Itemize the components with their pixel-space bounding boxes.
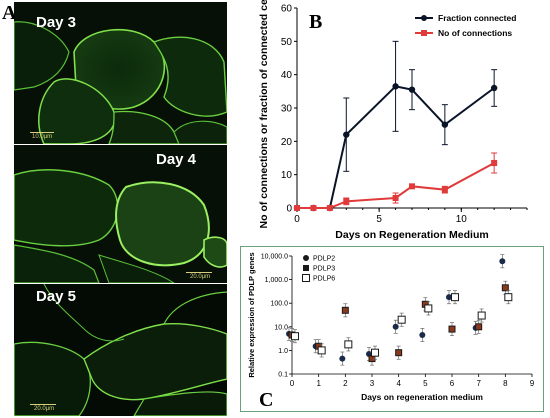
chart-b-legend: Fraction connected No of connections [415, 13, 516, 38]
data-point-pdlp6 [291, 332, 299, 341]
day3-cells-graphic [14, 2, 227, 144]
chart-c-x-tick-label: 2 [343, 379, 348, 388]
chart-b-y-tick-label: 50 [281, 37, 293, 48]
data-point [409, 183, 415, 190]
legend-marker [421, 15, 427, 21]
day5-scale-bar [30, 404, 56, 405]
legend-no-of-connections: No of connections [438, 28, 512, 38]
chart-c-x-axis-label: Days on regeneration medium [361, 392, 483, 402]
chart-b-y-axis-label: No of connections or fraction of connect… [258, 0, 270, 228]
chart-c-x-tick-label: 1 [316, 379, 321, 388]
chart-b-y-tick-label: 20 [281, 137, 293, 148]
data-point-pdlp3 [475, 323, 483, 331]
day4-label: Day 4 [156, 151, 197, 168]
data-point [490, 84, 498, 92]
day4-scale-bar [186, 272, 212, 273]
day5-label: Day 5 [36, 288, 77, 305]
data-point [326, 205, 333, 211]
day4-cells-graphic [14, 145, 227, 283]
chart-b-y-tick-label: 30 [281, 104, 293, 115]
chart-b-y-tick-label: 40 [281, 70, 293, 81]
data-point-pdlp2 [499, 258, 506, 265]
data-point-pdlp6 [371, 348, 379, 357]
data-point-pdlp3 [341, 306, 349, 314]
chart-c-y-tick-label: 1.0 [278, 348, 288, 355]
chart-c-y-tick-label: 10,000.0 [261, 254, 288, 261]
panel-letter-b: B [309, 11, 322, 33]
chart-c-y-tick-label: 0.1 [278, 372, 288, 379]
data-point [294, 205, 300, 211]
data-point [392, 83, 399, 90]
chart-c-x-tick-label: 7 [476, 379, 481, 388]
day3-scale-bar [30, 132, 54, 133]
chart-c-marks [286, 254, 513, 366]
legend-marker [302, 274, 310, 282]
legend-marker [421, 30, 427, 36]
chart-c-y-axis-label: Relative expression of PDLP genes [247, 252, 256, 377]
legend-label: PDLP6 [313, 276, 335, 283]
data-point-pdlp2 [392, 323, 399, 330]
data-point-pdlp6 [424, 304, 433, 313]
chart-c-x-tick-label: 9 [530, 379, 535, 388]
data-point [343, 131, 350, 138]
chart-c-y-tick-label: 10.0 [274, 324, 288, 331]
day3-label: Day 3 [36, 14, 77, 31]
day4-scale-text: 20.0µm [190, 274, 211, 280]
data-point-pdlp6 [477, 311, 486, 320]
data-point-pdlp3 [395, 349, 403, 357]
data-point [343, 198, 350, 205]
panel-letter-a: A [2, 2, 17, 24]
chart-c-axes: 0.1 1.0 10.0 100.0 1,000.0 10,000.0 0 1 2 3 4 5 6 7 8 9 [261, 254, 535, 389]
legend-label: PDLP2 [313, 256, 335, 263]
chart-b-marks [293, 40, 498, 212]
chart-c-x-tick-label: 3 [370, 379, 375, 388]
chart-c-frame [240, 246, 544, 412]
chart-b-y-tick-label: 60 [281, 4, 293, 15]
day3-scale-text: 10.0µm [32, 134, 53, 140]
chart-b-x-tick-label: 0 [294, 214, 300, 225]
data-point-pdlp6 [504, 293, 513, 302]
chart-b: 0 10 20 30 40 50 60 0 5 10 No of connections or f… [258, 0, 528, 240]
data-point-pdlp3 [501, 284, 509, 292]
day5-cells-graphic [14, 284, 227, 416]
chart-c: 0.1 1.0 10.0 100.0 1,000.0 10,000.0 0 1 2 3 4 5 6 7 8 9… [247, 252, 535, 411]
legend-fraction-connected: Fraction connected [438, 13, 516, 23]
chart-c-y-tick-label: 1,000.0 [265, 277, 288, 284]
chart-c-x-tick-label: 8 [503, 379, 508, 388]
data-point [491, 160, 498, 166]
chart-c-legend: PDLP2 PDLP3 PDLP6 [302, 255, 335, 283]
panel-letter-c: C [259, 389, 273, 411]
data-point [441, 186, 448, 193]
data-point [408, 86, 416, 93]
data-point-pdlp2 [446, 294, 452, 301]
data-point [310, 205, 317, 211]
data-point-pdlp2 [339, 355, 346, 362]
chart-b-x-tick-label: 5 [376, 214, 382, 225]
micro-image-day4: Day 4 20.0µm [14, 145, 227, 283]
data-point-pdlp3 [448, 325, 456, 333]
chart-b-y-tick-label: 0 [286, 204, 292, 215]
data-point-pdlp6 [451, 293, 459, 302]
chart-b-x-tick-label: 10 [456, 214, 468, 225]
legend-marker [303, 255, 309, 261]
data-point [392, 195, 399, 201]
chart-c-x-tick-label: 0 [290, 379, 295, 388]
chart-b-y-tick-label: 10 [281, 170, 293, 181]
data-point-pdlp6 [317, 346, 326, 355]
day5-scale-text: 20.0µm [34, 406, 55, 412]
chart-c-x-tick-label: 4 [396, 379, 401, 388]
chart-b-x-axis-label: Days on Regeneration Medium [335, 229, 488, 240]
legend-marker [303, 265, 309, 271]
chart-c-x-tick-label: 5 [423, 379, 428, 388]
micro-image-day3: Day 3 10.0µm [14, 2, 227, 144]
data-point-pdlp6 [397, 315, 406, 324]
chart-c-x-tick-label: 6 [450, 379, 455, 388]
data-point-pdlp2 [419, 331, 426, 338]
data-point [441, 121, 449, 128]
legend-label: PDLP3 [313, 266, 335, 273]
data-point-pdlp6 [344, 340, 353, 349]
micro-image-day5: Day 5 20.0µm [14, 284, 227, 416]
chart-c-y-tick-label: 100.0 [270, 301, 288, 308]
